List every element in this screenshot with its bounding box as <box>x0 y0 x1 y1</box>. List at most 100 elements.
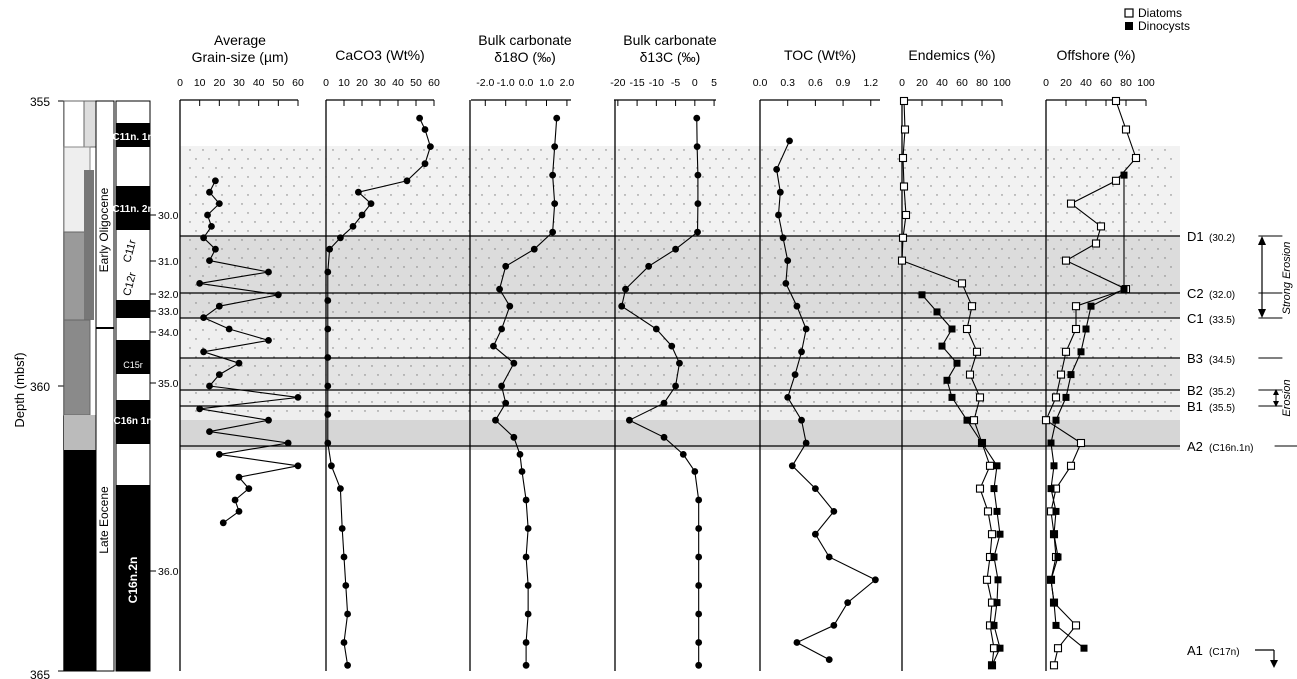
stipple-dot <box>1060 203 1062 205</box>
stipple-dot <box>1060 185 1062 187</box>
stipple-dot <box>930 257 932 259</box>
stipple-dot <box>631 239 633 241</box>
stipple-dot <box>247 266 249 268</box>
panel-1-point <box>265 268 272 276</box>
stipple-dot <box>468 374 470 376</box>
stipple-dot <box>1144 392 1146 394</box>
stipple-dot <box>189 329 191 331</box>
stipple-dot <box>748 185 750 187</box>
stipple-dot <box>878 329 880 331</box>
stipple-dot <box>787 275 789 277</box>
stipple-dot <box>429 356 431 358</box>
stipple-dot <box>910 302 912 304</box>
panel-2-point <box>326 245 333 253</box>
stipple-dot <box>605 347 607 349</box>
stipple-dot <box>1034 347 1036 349</box>
stipple-dot <box>1086 149 1088 151</box>
stipple-dot <box>995 185 997 187</box>
panel-5-tick-label: 0.3 <box>780 77 795 89</box>
stipple-dot <box>585 266 587 268</box>
stipple-dot <box>273 320 275 322</box>
stipple-dot <box>956 293 958 295</box>
depth-axis: 355 360 365 Depth (mbsf) <box>12 95 65 679</box>
erosion-label: Erosion <box>1281 379 1293 416</box>
stipple-dot <box>306 383 308 385</box>
panel-4-tick-label: -15 <box>630 77 645 89</box>
stipple-dot <box>475 239 477 241</box>
stipple-dot <box>800 221 802 223</box>
stipple-dot <box>1112 329 1114 331</box>
stipple-dot <box>865 329 867 331</box>
panel-7-dinocyst-point <box>1062 393 1070 401</box>
panel-3-tick-label: -1.0 <box>497 77 515 89</box>
stipple-dot <box>917 293 919 295</box>
strong-erosion-arrow-up <box>1258 236 1266 245</box>
stipple-dot <box>1170 338 1172 340</box>
stipple-dot <box>384 275 386 277</box>
stipple-dot <box>904 383 906 385</box>
stipple-dot <box>956 167 958 169</box>
stipple-dot <box>390 356 392 358</box>
stipple-dot <box>481 338 483 340</box>
panel-6-title-line-1: Endemics (%) <box>908 47 995 63</box>
litho-hatch-upper <box>83 100 97 148</box>
stipple-dot <box>709 185 711 187</box>
stipple-dot <box>410 149 412 151</box>
stipple-dot <box>416 338 418 340</box>
stipple-dot <box>605 329 607 331</box>
stipple-dot <box>351 266 353 268</box>
stipple-dot <box>1021 383 1023 385</box>
stipple-dot <box>1073 401 1075 403</box>
stipple-dot <box>423 365 425 367</box>
stipple-dot <box>429 266 431 268</box>
stipple-dot <box>228 257 230 259</box>
stipple-dot <box>845 212 847 214</box>
stipple-dot <box>449 221 451 223</box>
stipple-dot <box>605 149 607 151</box>
stipple-dot <box>826 311 828 313</box>
stipple-dot <box>553 401 555 403</box>
stipple-dot <box>559 194 561 196</box>
stipple-dot <box>917 221 919 223</box>
stipple-dot <box>806 374 808 376</box>
horizon-label-A1: A1 <box>1187 643 1203 658</box>
stipple-dot <box>345 185 347 187</box>
stipple-dot <box>286 356 288 358</box>
stipple-dot <box>488 329 490 331</box>
stipple-dot <box>975 320 977 322</box>
stipple-dot <box>813 293 815 295</box>
stipple-dot <box>696 311 698 313</box>
stipple-dot <box>507 248 509 250</box>
panel-6-dinocyst-point <box>938 342 946 350</box>
stipple-dot <box>1092 374 1094 376</box>
stipple-dot <box>1066 410 1068 412</box>
stipple-dot <box>988 374 990 376</box>
stipple-dot <box>358 221 360 223</box>
stipple-dot <box>215 365 217 367</box>
stipple-dot <box>403 248 405 250</box>
stipple-dot <box>774 365 776 367</box>
stipple-dot <box>1040 302 1042 304</box>
stipple-dot <box>650 338 652 340</box>
stipple-dot <box>462 383 464 385</box>
stipple-dot <box>520 374 522 376</box>
stipple-dot <box>559 374 561 376</box>
stipple-dot <box>871 356 873 358</box>
stipple-dot <box>416 266 418 268</box>
stipple-dot <box>423 275 425 277</box>
stipple-dot <box>670 311 672 313</box>
stipple-dot <box>449 203 451 205</box>
stipple-dot <box>897 356 899 358</box>
stipple-dot <box>286 212 288 214</box>
stipple-dot <box>683 347 685 349</box>
stipple-dot <box>241 239 243 241</box>
stipple-dot <box>286 158 288 160</box>
stipple-dot <box>384 401 386 403</box>
stipple-dot <box>280 203 282 205</box>
stipple-dot <box>488 239 490 241</box>
stipple-dot <box>988 248 990 250</box>
stipple-dot <box>345 203 347 205</box>
stipple-dot <box>585 212 587 214</box>
stipple-dot <box>390 230 392 232</box>
stipple-dot <box>234 248 236 250</box>
